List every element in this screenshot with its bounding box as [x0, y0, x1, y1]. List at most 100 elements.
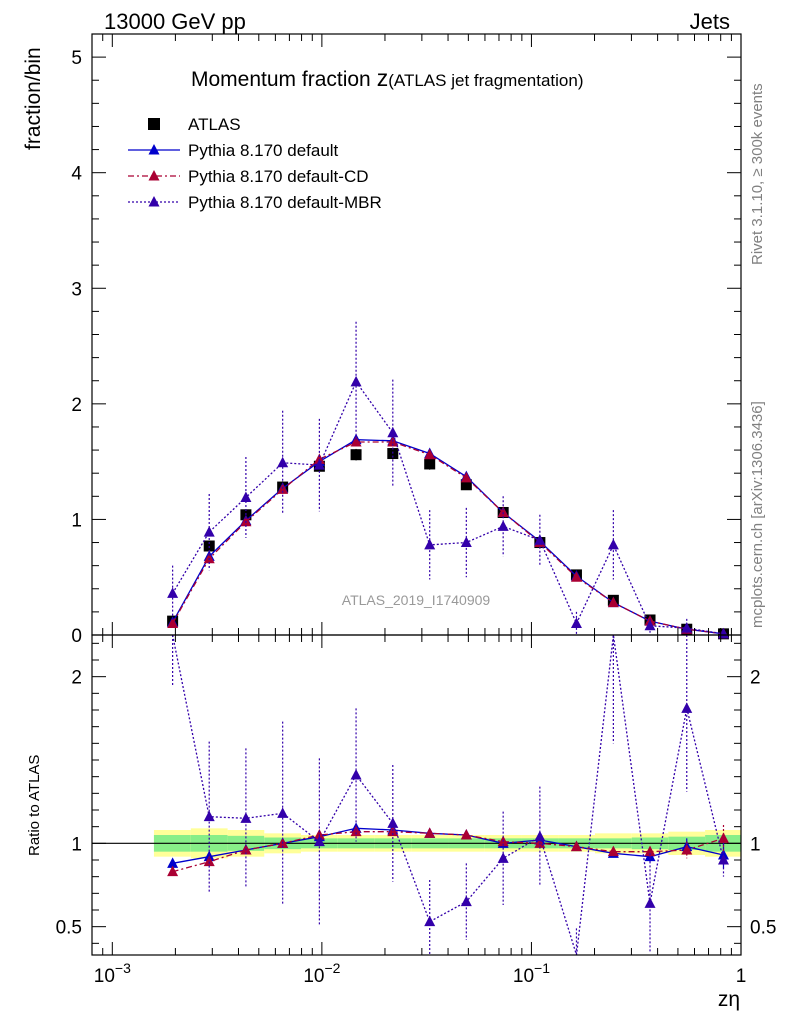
series-marker: [570, 571, 582, 582]
ratio-marker: [350, 769, 362, 780]
series-marker: [497, 506, 509, 517]
y-tick-label: 3: [71, 279, 82, 300]
legend-label: Pythia 8.170 default: [188, 141, 339, 160]
series-marker: [387, 426, 399, 438]
legend-symbol: [148, 144, 160, 155]
data-point: [460, 479, 472, 491]
ratio-marker: [424, 827, 436, 838]
series-marker: [460, 536, 472, 548]
x-tick-base: 10: [94, 966, 115, 987]
analysis-label: ATLAS_2019_I1740909: [342, 592, 491, 608]
legend-symbol: [148, 196, 160, 207]
series-line: [172, 441, 724, 635]
ratio-marker: [167, 865, 179, 877]
ratio-marker: [644, 845, 656, 857]
ratio-marker: [717, 854, 729, 865]
series-marker: [424, 538, 436, 550]
ratio-marker: [387, 817, 399, 828]
ratio-tick-label-left: 1: [71, 834, 82, 855]
chart-title: Momentum fraction z(ATLAS jet fragmentati…: [191, 65, 584, 91]
ratio-marker: [460, 829, 472, 840]
legend: ATLAS Pythia 8.170 default Pythia 8.170 de…: [128, 115, 382, 212]
series-marker: [167, 617, 179, 628]
ratio-marker: [644, 897, 656, 908]
ratio-series-line: [171, 634, 725, 956]
ratio-tick-label-right: 1: [750, 834, 761, 855]
ratio-marker: [497, 852, 509, 863]
ratio-marker: [313, 829, 325, 840]
title-sub: (ATLAS jet fragmentation): [388, 71, 583, 90]
ratio-tick-label-right: 0.5: [750, 918, 776, 939]
legend-entry-0: ATLAS: [148, 115, 241, 134]
ratio-marker: [534, 830, 546, 842]
legend-symbol: [148, 118, 160, 130]
series-marker: [313, 459, 325, 470]
series-marker: [350, 435, 362, 447]
x-tick-base: 10: [303, 966, 324, 987]
ratio-panel-frame: [91, 634, 742, 956]
ratio-marker: [424, 915, 436, 927]
ratio-marker: [203, 810, 215, 822]
data-point: [350, 449, 362, 461]
series-marker: [460, 471, 472, 483]
legend-label: ATLAS: [188, 115, 241, 134]
ratio-y-axis-label: Ratio to ATLAS: [26, 755, 43, 856]
ratio-tick-label-right: 2: [750, 668, 761, 689]
series-marker: [240, 491, 252, 502]
y-tick-label: 1: [71, 510, 82, 531]
legend-entry-1: Pythia 8.170 default: [128, 141, 339, 160]
mcplots-label: mcplots.cern.ch [arXiv:1306.3436]: [749, 401, 766, 628]
x-tick-label: 10−1: [513, 960, 550, 987]
x-tick-exponent: −1: [534, 960, 550, 976]
ratio-marker: [203, 855, 215, 867]
ratio-marker: [350, 825, 362, 837]
y-tick-label: 5: [71, 48, 82, 69]
series-marker: [167, 587, 179, 598]
series-marker: [350, 375, 362, 387]
series-marker: [607, 596, 619, 608]
legend-entry-2: Pythia 8.170 default-CD: [128, 167, 369, 186]
series-0: [167, 447, 729, 640]
header-category: Jets: [690, 9, 730, 34]
ratio-tick-label-left: 2: [71, 668, 82, 689]
series-1: [167, 433, 729, 869]
x-tick-label: 10−2: [303, 960, 340, 987]
y-tick-label: 4: [71, 164, 82, 185]
legend-entry-3: Pythia 8.170 default-MBR: [128, 193, 382, 212]
series-marker: [203, 552, 215, 564]
y-tick-label: 0: [71, 626, 82, 647]
ratio-marker: [277, 807, 289, 818]
ratio-series-line: [172, 831, 724, 873]
title-main: Momentum fraction: [191, 68, 371, 91]
x-tick-label: 10−3: [94, 960, 131, 987]
ratio-marker: [681, 702, 693, 713]
series-marker: [534, 534, 546, 545]
x-tick-base: 10: [513, 966, 534, 987]
ratio-marker: [570, 840, 582, 852]
ratio-marker: [717, 832, 729, 843]
series-marker: [497, 520, 509, 531]
legend-label: Pythia 8.170 default-MBR: [188, 193, 382, 212]
ratio-marker: [313, 835, 325, 847]
series-line: [172, 439, 724, 635]
ratio-tick-label-left: 0.5: [56, 918, 82, 939]
ratio-marker: [607, 845, 619, 857]
series-marker: [570, 617, 582, 628]
ratio-marker: [240, 812, 252, 823]
series-marker: [203, 526, 215, 537]
y-tick-label: 2: [71, 395, 82, 416]
ratio-marker: [460, 895, 472, 907]
legend-label: Pythia 8.170 default-CD: [188, 167, 369, 186]
chart-marks: [167, 321, 729, 956]
x-tick-label: 1: [736, 966, 747, 987]
legend-symbol: [148, 170, 160, 181]
data-point: [424, 458, 436, 470]
series-marker: [313, 453, 325, 464]
ratio-marker: [681, 844, 693, 855]
series-2: [167, 435, 729, 877]
series-3: [167, 321, 729, 956]
title-z: z: [377, 65, 389, 91]
x-tick-exponent: −3: [115, 960, 131, 976]
